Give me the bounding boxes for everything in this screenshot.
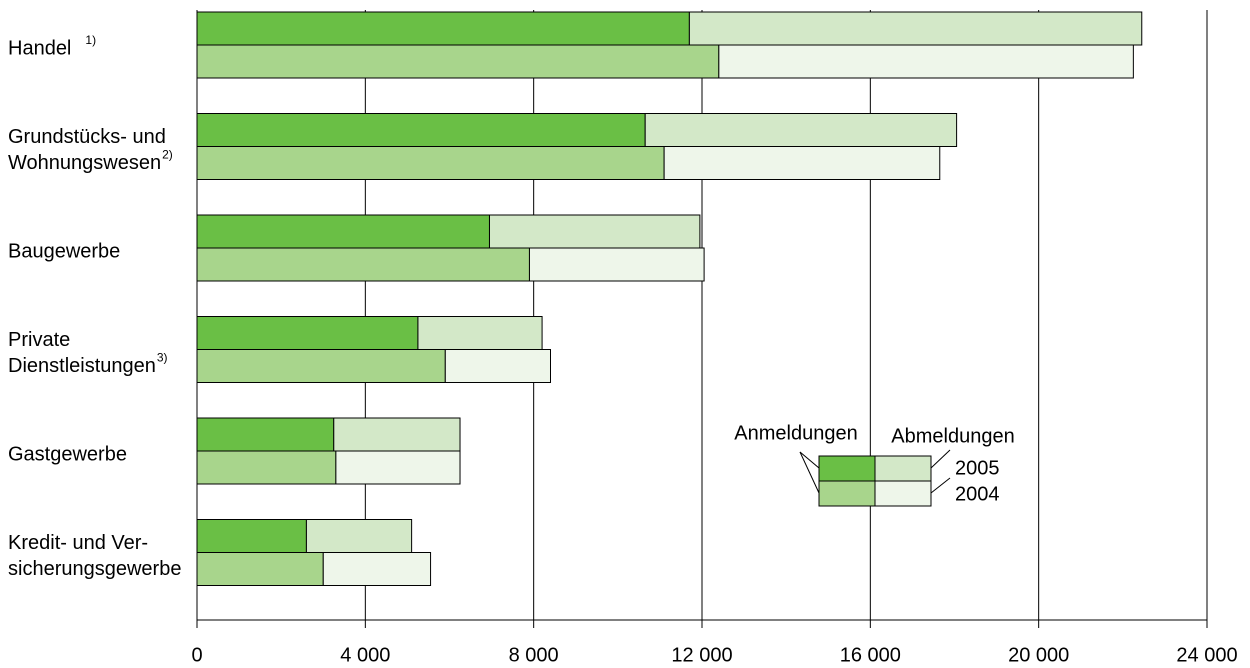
legend-connector [930,477,951,494]
bar-segment [644,113,958,147]
legend-connector [799,451,820,469]
bar-segment [322,552,432,586]
bar-segment [688,11,1143,46]
legend-label: Anmeldungen [734,422,857,444]
category-label: Kredit- und Ver- [8,532,148,554]
bar-segment [333,417,461,452]
bar-segment [663,146,941,180]
bar-segment [488,214,701,249]
bar-segment [196,214,490,249]
category-footnote: 1) [85,33,96,47]
bar-segment [196,113,646,147]
bar-segment [335,450,461,485]
legend-swatch [818,480,876,507]
bar-segment [196,11,690,46]
x-tick-label: 0 [191,644,202,666]
legend-label: Abmeldungen [891,425,1014,447]
x-tick-label: 16 000 [840,644,901,666]
grid [196,10,1208,628]
category-label: Gastgewerbe [8,443,127,465]
bar-segment [528,247,705,282]
bar-segment [196,417,335,452]
bar-segment [196,247,530,282]
legend-label: 2004 [955,483,1000,505]
category-footnote: 3) [157,351,168,365]
category-label: Handel [8,37,71,59]
bar-segment [196,44,720,79]
bars [196,11,1143,586]
category-label: Wohnungswesen [8,152,161,174]
bar-segment [196,316,419,350]
category-label: Private [8,329,70,351]
category-footnote: 2) [162,148,173,162]
category-label: Baugewerbe [8,240,120,262]
bar-segment [196,450,337,485]
bar-segment [196,519,307,553]
x-tick-label: 4 000 [340,644,390,666]
legend-swatch [874,480,932,507]
bar-segment [718,44,1134,79]
x-tick-label: 12 000 [671,644,732,666]
category-label: sicherungsgewerbe [8,558,181,580]
legend-connector [930,449,951,469]
x-tick-label: 8 000 [509,644,559,666]
legend-swatch [874,455,932,482]
legend-swatch [818,455,876,482]
category-label: Dienstleistungen [8,355,156,377]
bar-segment [305,519,413,553]
bar-segment [444,349,551,383]
bar-segment [196,146,665,180]
bar-segment [196,349,446,383]
legend: 2005 2004 Anmeldungen Abmeldungen [734,422,1015,507]
legend-connector [799,451,820,494]
legend-label: 2005 [955,457,1000,479]
x-tick-label: 20 000 [1008,644,1069,666]
category-label: Grundstücks- und [8,126,166,148]
x-tick-label: 24 000 [1176,644,1237,666]
bar-segment [417,316,543,350]
bar-segment [196,552,324,586]
